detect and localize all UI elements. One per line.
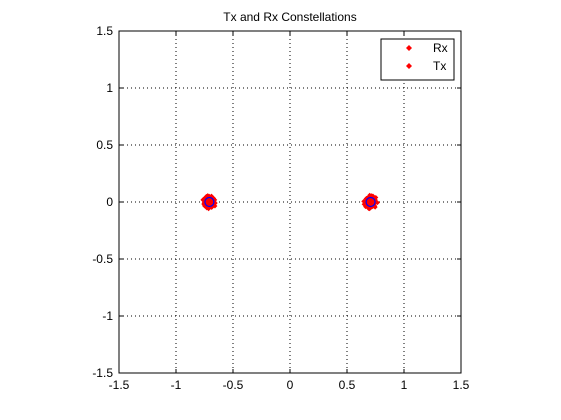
- y-tick-label: 0: [106, 195, 113, 209]
- grid-lines: [119, 31, 461, 373]
- chart-title: Tx and Rx Constellations: [223, 10, 356, 24]
- legend: Rx Tx: [380, 38, 455, 81]
- rx-point: [361, 201, 367, 207]
- x-tick-label: 0.5: [339, 378, 356, 392]
- x-tick-label: 1.5: [453, 378, 470, 392]
- x-tick-label: -1: [171, 378, 182, 392]
- y-tick-label: -1.5: [92, 366, 113, 380]
- y-tick-label: 0.5: [96, 138, 113, 152]
- plot-area: [119, 31, 461, 373]
- tx-point: [365, 196, 376, 208]
- tx-point-center: [207, 200, 212, 204]
- legend-tx-label: Tx: [433, 59, 446, 73]
- y-tick-label: 1.5: [96, 24, 113, 38]
- y-tick-label: -1: [102, 309, 113, 323]
- legend-rx-label: Rx: [433, 41, 448, 55]
- x-tick-labels: -1.5 -1 -0.5 0 0.5 1 1.5: [109, 378, 470, 392]
- tx-point: [204, 196, 215, 208]
- legend-rx-marker: [406, 45, 412, 51]
- legend-box: [380, 38, 455, 81]
- tx-point-center: [368, 200, 373, 204]
- x-tick-label: -1.5: [109, 378, 130, 392]
- x-tick-label: -0.5: [223, 378, 244, 392]
- y-tick-labels: 1.5 1 0.5 0 -0.5 -1 -1.5: [92, 24, 113, 380]
- axis-ticks: [118, 30, 462, 374]
- tx-series: [204, 196, 376, 208]
- y-tick-label: -0.5: [92, 252, 113, 266]
- x-tick-label: 0: [287, 378, 294, 392]
- x-tick-label: 1: [401, 378, 408, 392]
- legend-tx-marker: [406, 63, 412, 69]
- y-tick-label: 1: [106, 81, 113, 95]
